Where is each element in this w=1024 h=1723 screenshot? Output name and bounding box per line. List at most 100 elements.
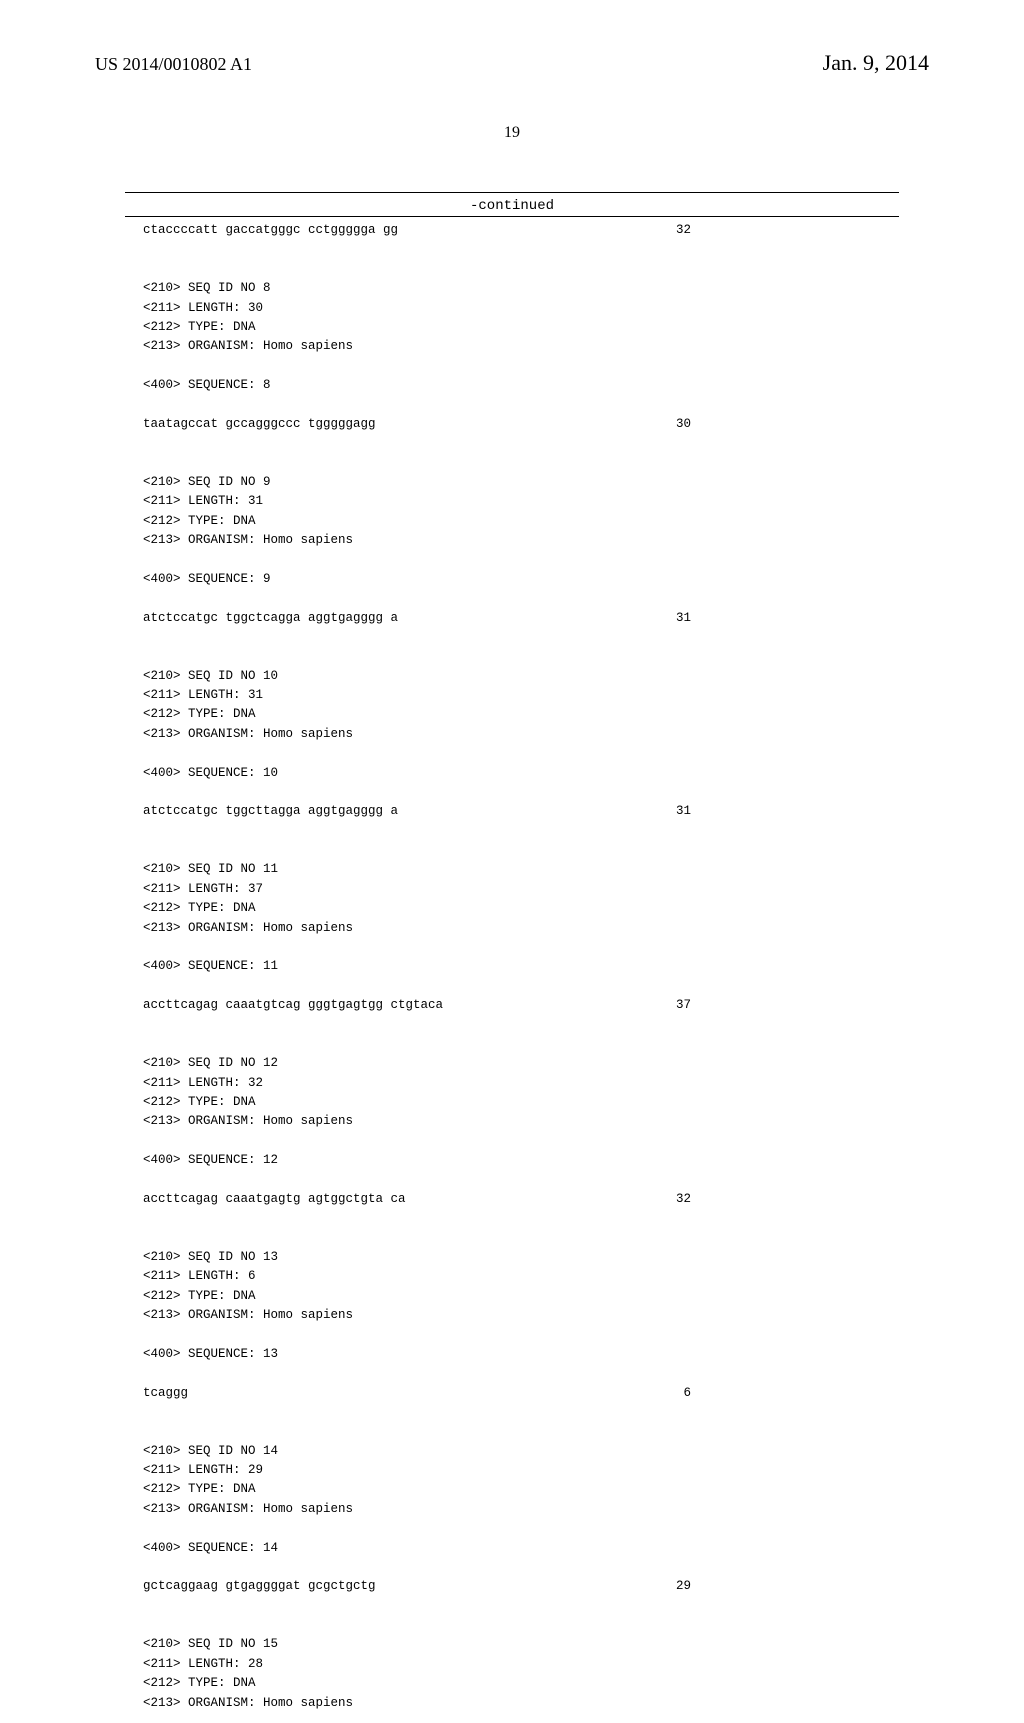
listing-line: <400> SEQUENCE: 11 [143, 957, 881, 976]
listing-line: <211> LENGTH: 32 [143, 1074, 881, 1093]
listing-line: <400> SEQUENCE: 10 [143, 764, 881, 783]
sequence-text: atctccatgc tggcttagga aggtgagggg a [143, 802, 398, 821]
listing-line [143, 1403, 881, 1422]
listing-line [143, 454, 881, 473]
listing-line [143, 977, 881, 996]
listing-line [143, 1597, 881, 1616]
page-number: 19 [0, 124, 1024, 142]
sequence-length: 30 [676, 415, 691, 434]
listing-line: <210> SEQ ID NO 10 [143, 667, 881, 686]
listing-line: <212> TYPE: DNA [143, 899, 881, 918]
page-header: US 2014/0010802 A1 Jan. 9, 2014 [0, 0, 1024, 76]
listing-line [143, 744, 881, 763]
listing-line: <213> ORGANISM: Homo sapiens [143, 1694, 881, 1713]
sequence-length: 6 [683, 1384, 691, 1403]
listing-line [143, 434, 881, 453]
sequence-length: 37 [676, 996, 691, 1015]
listing-line [143, 395, 881, 414]
listing-line: <400> SEQUENCE: 13 [143, 1345, 881, 1364]
listing-line: <213> ORGANISM: Homo sapiens [143, 531, 881, 550]
listing-line [143, 589, 881, 608]
listing-line [143, 1209, 881, 1228]
listing-line [143, 822, 881, 841]
continued-label: -continued [125, 196, 899, 216]
listing-line [143, 240, 881, 259]
listing-line: <210> SEQ ID NO 11 [143, 860, 881, 879]
sequence-text: gctcaggaag gtgaggggat gcgctgctg [143, 1577, 376, 1596]
listing-line [143, 647, 881, 666]
listing-line: <212> TYPE: DNA [143, 1287, 881, 1306]
sequence-length: 32 [676, 221, 691, 240]
listing-line [143, 1616, 881, 1635]
listing-line: <400> SEQUENCE: 8 [143, 376, 881, 395]
listing-line: <212> TYPE: DNA [143, 318, 881, 337]
sequence-text: accttcagag caaatgtcag gggtgagtgg ctgtaca [143, 996, 443, 1015]
sequence-text: ctaccccatt gaccatgggc cctggggga gg [143, 221, 398, 240]
listing-line [143, 628, 881, 647]
listing-line: <210> SEQ ID NO 13 [143, 1248, 881, 1267]
sequence-text: atctccatgc tggctcagga aggtgagggg a [143, 609, 398, 628]
listing-line [143, 1229, 881, 1248]
listing-line [143, 1519, 881, 1538]
listing-line: <211> LENGTH: 31 [143, 686, 881, 705]
listing-line: <213> ORGANISM: Homo sapiens [143, 337, 881, 356]
sequence-row: tcaggg 6 [143, 1384, 881, 1403]
listing-line [143, 1035, 881, 1054]
sequence-listing-block: -continued ctaccccatt gaccatgggc cctgggg… [125, 192, 899, 1723]
listing-line [143, 1325, 881, 1344]
listing-line: <211> LENGTH: 28 [143, 1655, 881, 1674]
listing-line [143, 357, 881, 376]
listing-line: <212> TYPE: DNA [143, 705, 881, 724]
sequence-text: tcaggg [143, 1384, 188, 1403]
listing-line [143, 1558, 881, 1577]
listing-line: <211> LENGTH: 29 [143, 1461, 881, 1480]
listing-line: <210> SEQ ID NO 12 [143, 1054, 881, 1073]
listing-line: <212> TYPE: DNA [143, 512, 881, 531]
listing-line [143, 841, 881, 860]
rule-heavy [125, 192, 899, 193]
listing-line: <210> SEQ ID NO 14 [143, 1442, 881, 1461]
listing-line: <210> SEQ ID NO 15 [143, 1635, 881, 1654]
listing-line: <400> SEQUENCE: 14 [143, 1539, 881, 1558]
listing-line: <210> SEQ ID NO 9 [143, 473, 881, 492]
sequence-row: accttcagag caaatgtcag gggtgagtgg ctgtaca… [143, 996, 881, 1015]
listing-line: <210> SEQ ID NO 8 [143, 279, 881, 298]
listing-line: <212> TYPE: DNA [143, 1093, 881, 1112]
sequence-row: atctccatgc tggcttagga aggtgagggg a 31 [143, 802, 881, 821]
listing-line: <211> LENGTH: 30 [143, 299, 881, 318]
listing-line [143, 1422, 881, 1441]
listing-line: <213> ORGANISM: Homo sapiens [143, 919, 881, 938]
listing-line [143, 1170, 881, 1189]
listing-line [143, 1132, 881, 1151]
listing-line [143, 783, 881, 802]
listing-line: <211> LENGTH: 37 [143, 880, 881, 899]
sequence-length: 31 [676, 802, 691, 821]
sequence-text: accttcagag caaatgagtg agtggctgta ca [143, 1190, 406, 1209]
listing-line: <213> ORGANISM: Homo sapiens [143, 1306, 881, 1325]
sequence-row: atctccatgc tggctcagga aggtgagggg a 31 [143, 609, 881, 628]
listing-line [143, 260, 881, 279]
publication-date: Jan. 9, 2014 [823, 50, 929, 76]
sequence-listing: ctaccccatt gaccatgggc cctggggga gg 32 <21… [125, 217, 899, 1723]
sequence-row: ctaccccatt gaccatgggc cctggggga gg 32 [143, 221, 881, 240]
sequence-length: 31 [676, 609, 691, 628]
publication-number: US 2014/0010802 A1 [95, 54, 252, 75]
listing-line [143, 1364, 881, 1383]
sequence-row: gctcaggaag gtgaggggat gcgctgctg 29 [143, 1577, 881, 1596]
listing-line: <212> TYPE: DNA [143, 1480, 881, 1499]
listing-line: <211> LENGTH: 6 [143, 1267, 881, 1286]
sequence-row: taatagccat gccagggccc tgggggagg 30 [143, 415, 881, 434]
listing-line: <213> ORGANISM: Homo sapiens [143, 1112, 881, 1131]
listing-line: <400> SEQUENCE: 12 [143, 1151, 881, 1170]
sequence-length: 32 [676, 1190, 691, 1209]
listing-line: <213> ORGANISM: Homo sapiens [143, 725, 881, 744]
sequence-length: 29 [676, 1577, 691, 1596]
listing-line [143, 550, 881, 569]
sequence-text: taatagccat gccagggccc tgggggagg [143, 415, 376, 434]
listing-line: <213> ORGANISM: Homo sapiens [143, 1500, 881, 1519]
listing-line: <212> TYPE: DNA [143, 1674, 881, 1693]
listing-line [143, 1015, 881, 1034]
listing-line [143, 938, 881, 957]
listing-line: <211> LENGTH: 31 [143, 492, 881, 511]
listing-line: <400> SEQUENCE: 9 [143, 570, 881, 589]
